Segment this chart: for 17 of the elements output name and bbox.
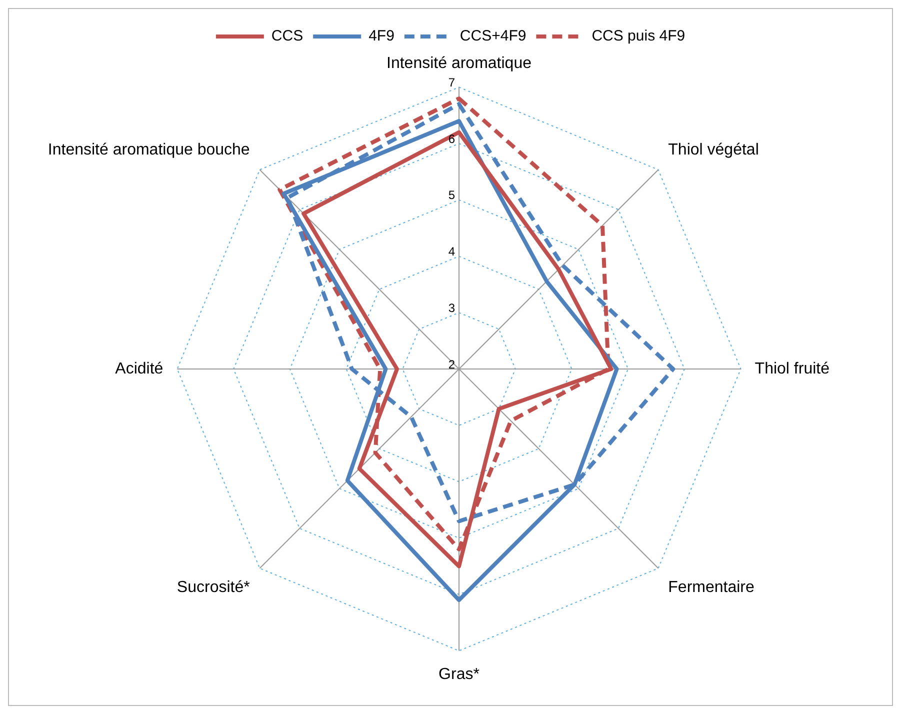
y-tick-label: 2	[448, 357, 456, 372]
spoke-label: Thiol fruité	[754, 360, 830, 378]
spoke-label: Fermentaire	[668, 579, 755, 596]
y-tick-label: 3	[448, 300, 456, 315]
y-tick-label: 7	[448, 76, 456, 90]
y-tick-label: 4	[448, 244, 456, 259]
spoke-label: Thiol végétal	[668, 142, 759, 159]
y-tick-label: 5	[448, 188, 456, 202]
legend-label: 4F9	[368, 28, 394, 45]
spoke-label: Intensité aromatique bouche	[48, 142, 250, 159]
spoke-label: Sucrosité*	[176, 579, 250, 596]
spoke-label: Acidité	[115, 360, 164, 378]
spoke-label: Gras*	[438, 666, 480, 683]
legend-label: CCS	[271, 28, 304, 45]
legend-label: CCS puis 4F9	[592, 28, 686, 45]
spoke-label: Intensité aromatique	[386, 55, 532, 72]
legend-label: CCS+4F9	[460, 28, 526, 45]
